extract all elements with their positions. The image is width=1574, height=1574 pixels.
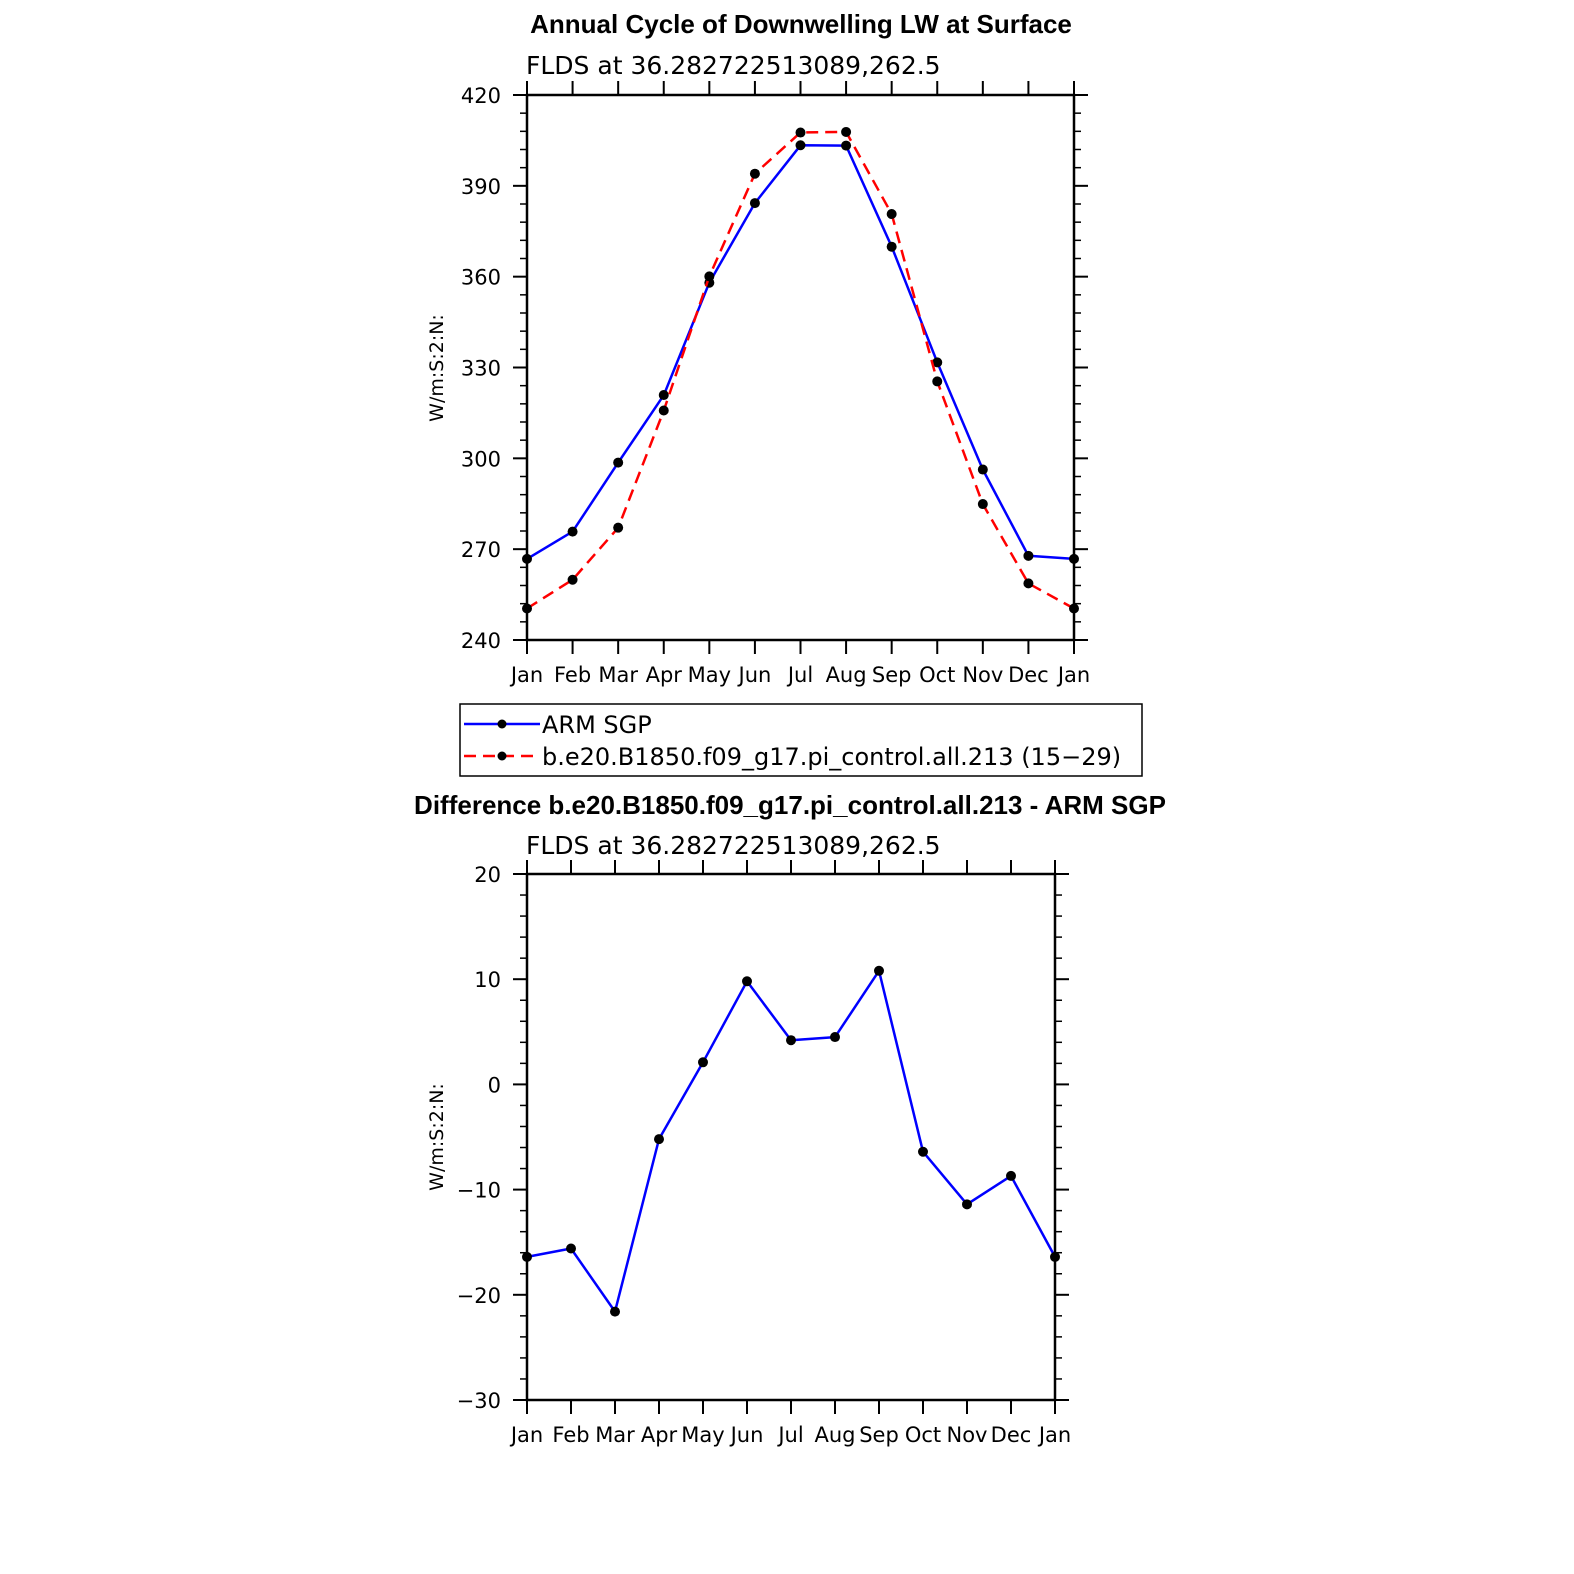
y-axis-label: W/m:S:2:N: (426, 1083, 448, 1191)
x-tick-label: Sep (872, 663, 912, 687)
data-point (977, 499, 988, 510)
series-line-1 (526, 130, 1075, 610)
data-point (654, 1134, 664, 1145)
legend-label-arm-sgp: ARM SGP (542, 711, 652, 739)
chart-title: Annual Cycle of Downwelling LW at Surfac… (530, 9, 1072, 39)
x-tick-label: Jun (729, 1423, 764, 1447)
x-tick-label: Apr (646, 663, 683, 687)
data-point (841, 126, 852, 137)
y-tick-label: 330 (461, 357, 501, 381)
x-tick-label: Jul (776, 1423, 803, 1447)
data-point (1023, 550, 1034, 561)
x-tick-label: Jan (1037, 1423, 1071, 1447)
y-tick-label: −20 (457, 1284, 501, 1308)
data-point (613, 457, 624, 468)
x-tick-label: Oct (919, 663, 955, 687)
data-point (1006, 1170, 1016, 1181)
y-tick-label: 20 (474, 863, 501, 887)
data-point (567, 574, 578, 585)
series-line-0 (526, 969, 1057, 1313)
y-tick-label: 270 (461, 538, 501, 562)
y-tick-label: 420 (461, 84, 501, 108)
x-tick-label: Nov (962, 663, 1003, 687)
data-point (886, 208, 897, 219)
data-point (613, 522, 624, 533)
chart-title: Difference b.e20.B1850.f09_g17.pi_contro… (414, 790, 1166, 820)
y-tick-label: 240 (461, 629, 501, 653)
data-point (841, 140, 852, 151)
legend-label-model: b.e20.B1850.f09_g17.pi_control.all.213 (… (542, 743, 1121, 771)
y-tick-label: 10 (474, 968, 501, 992)
x-tick-label: Jun (737, 663, 772, 687)
y-axis-label: W/m:S:2:N: (426, 314, 448, 422)
plot-frame (525, 872, 1057, 1402)
plot-frame (525, 93, 1076, 642)
data-point (1023, 578, 1034, 589)
x-tick-label: Apr (641, 1423, 678, 1447)
data-point (977, 464, 988, 475)
series-line-0 (526, 144, 1075, 561)
data-point (749, 168, 760, 179)
y-tick-label: 390 (461, 175, 501, 199)
data-point (932, 357, 943, 368)
data-point (742, 976, 752, 987)
y-tick-label: 360 (461, 266, 501, 290)
data-point (1069, 603, 1079, 614)
data-point (610, 1306, 620, 1317)
x-tick-label: Aug (826, 663, 867, 687)
data-point (918, 1146, 928, 1157)
x-tick-label: Feb (554, 663, 591, 687)
data-point (522, 553, 532, 564)
data-point (522, 1251, 532, 1262)
legend-marker-arm-sgp (497, 719, 507, 729)
data-point (749, 198, 760, 209)
data-point (704, 271, 715, 282)
x-tick-label: May (681, 1423, 724, 1447)
y-tick-label: −10 (457, 1179, 501, 1203)
data-point (658, 405, 669, 416)
x-tick-label: Jul (786, 663, 813, 687)
chart-subtitle: FLDS at 36.282722513089,262.5 (526, 51, 941, 80)
x-tick-label: Mar (595, 1423, 635, 1447)
x-tick-label: Jan (1056, 663, 1090, 687)
x-tick-label: Dec (991, 1423, 1032, 1447)
data-point (567, 526, 578, 537)
data-point (522, 603, 532, 614)
legend-box (459, 703, 1143, 777)
chart-subtitle: FLDS at 36.282722513089,262.5 (526, 831, 941, 860)
data-point (658, 390, 669, 401)
data-point (830, 1032, 840, 1043)
annual-cycle-chart: Annual Cycle of Downwelling LW at Surfac… (426, 9, 1143, 777)
x-tick-label: Nov (947, 1423, 988, 1447)
y-tick-label: 300 (461, 447, 501, 471)
legend-marker-model (497, 751, 507, 761)
x-tick-label: Jan (509, 663, 543, 687)
data-point (795, 127, 806, 138)
data-point (1069, 553, 1079, 564)
x-tick-label: Aug (814, 1423, 855, 1447)
x-tick-label: May (688, 663, 731, 687)
data-point (962, 1199, 972, 1210)
x-tick-label: Oct (905, 1423, 941, 1447)
data-point (566, 1243, 576, 1254)
data-point (886, 241, 897, 252)
data-point (874, 965, 884, 976)
x-tick-label: Dec (1008, 663, 1049, 687)
data-point (795, 140, 806, 151)
x-tick-label: Feb (552, 1423, 589, 1447)
data-point (1050, 1251, 1060, 1262)
data-point (932, 376, 943, 387)
x-tick-label: Sep (859, 1423, 899, 1447)
data-point (786, 1035, 796, 1046)
x-tick-label: Jan (509, 1423, 543, 1447)
x-tick-label: Mar (598, 663, 638, 687)
y-tick-label: −30 (457, 1389, 501, 1413)
data-point (698, 1057, 708, 1068)
legend: ARM SGP b.e20.B1850.f09_g17.pi_control.a… (459, 703, 1143, 777)
y-tick-label: 0 (488, 1073, 501, 1097)
difference-chart: Difference b.e20.B1850.f09_g17.pi_contro… (414, 790, 1166, 1447)
